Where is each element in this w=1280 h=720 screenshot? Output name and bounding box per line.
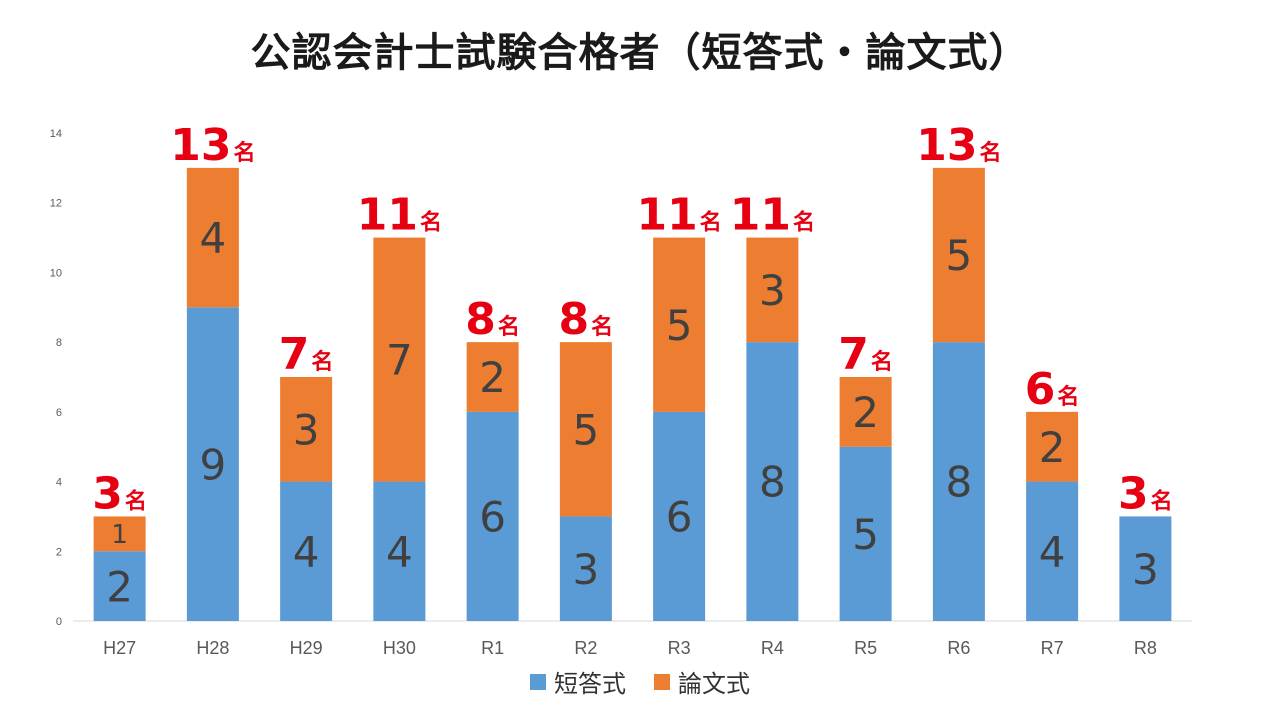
bar-segment-ronbun (186, 167, 239, 308)
data-label: 2 (852, 388, 879, 437)
data-label: 6 (479, 493, 506, 542)
legend-item: 論文式 (654, 664, 750, 699)
data-label: 4 (200, 214, 227, 263)
x-tick-label: H28 (196, 638, 229, 658)
legend-label: 短答式 (554, 670, 626, 698)
x-tick-label: H29 (290, 638, 323, 658)
y-tick-label: 0 (56, 616, 62, 628)
x-tick-label: R2 (574, 638, 597, 658)
total-label: 3名 (1118, 468, 1173, 519)
data-label: 3 (573, 545, 600, 594)
bar-segment-tanto (280, 481, 333, 621)
x-tick-label: R5 (854, 638, 877, 658)
y-tick-label: 2 (56, 546, 62, 558)
bar-segment-ronbun (93, 516, 146, 552)
x-tick-label: R4 (761, 638, 784, 658)
data-label: 2 (106, 562, 133, 611)
x-tick-label: R8 (1134, 638, 1157, 658)
total-label: 11名 (730, 190, 815, 241)
data-label: 7 (386, 336, 413, 385)
x-tick-label: R7 (1041, 638, 1064, 658)
bar-segment-ronbun (559, 342, 612, 517)
legend: 短答式 論文式 (0, 664, 1280, 699)
total-label: 6名 (1025, 364, 1080, 415)
x-tick-label: R6 (947, 638, 970, 658)
data-label: 5 (852, 510, 879, 559)
bar-segment-tanto (746, 342, 799, 621)
bar-segment-ronbun (839, 377, 892, 447)
bar-segment-tanto (186, 307, 239, 621)
data-label: 4 (293, 527, 320, 576)
total-label: 11名 (357, 190, 442, 241)
y-tick-label: 14 (50, 128, 62, 140)
y-tick-label: 12 (50, 198, 62, 210)
bar-segment-tanto (1026, 481, 1079, 621)
total-label: 13名 (170, 120, 255, 171)
data-label: 5 (573, 405, 600, 454)
bar-segment-ronbun (653, 237, 706, 412)
y-tick-label: 10 (50, 267, 62, 279)
bar-segment-tanto (653, 411, 706, 621)
total-label: 3名 (92, 468, 147, 519)
legend-label: 論文式 (678, 670, 750, 698)
y-tick-label: 4 (56, 477, 62, 489)
bar-segment-tanto (559, 516, 612, 621)
bar-segment-tanto (93, 551, 146, 621)
data-label: 2 (1039, 423, 1066, 472)
x-tick-label: H30 (383, 638, 416, 658)
data-label: 3 (759, 266, 786, 315)
data-label: 4 (386, 527, 413, 576)
data-label: 9 (200, 440, 227, 489)
bar-segment-tanto (1119, 516, 1172, 621)
total-label: 7名 (838, 329, 893, 380)
total-label: 7名 (279, 329, 334, 380)
bar-segment-tanto (839, 446, 892, 621)
y-tick-label: 6 (56, 407, 62, 419)
data-label: 5 (666, 301, 693, 350)
y-tick-label: 8 (56, 337, 62, 349)
bar-segment-ronbun (932, 167, 985, 343)
total-label: 8名 (559, 294, 614, 345)
data-label: 3 (1132, 545, 1159, 594)
bar-segment-ronbun (280, 377, 333, 482)
bar-segment-ronbun (466, 342, 519, 412)
total-label: 13名 (916, 120, 1001, 171)
data-label: 4 (1039, 527, 1066, 576)
legend-swatch (530, 673, 546, 690)
legend-swatch (654, 673, 670, 690)
data-label: 3 (293, 405, 320, 454)
data-label: 6 (666, 493, 693, 542)
data-label: 8 (946, 458, 973, 507)
bar-segment-ronbun (373, 237, 426, 482)
chart-title: 公認会計士試験合格者（短答式・論文式） (250, 30, 1030, 76)
total-label: 8名 (465, 294, 520, 345)
x-tick-label: R3 (668, 638, 691, 658)
bar-segment-tanto (373, 481, 426, 621)
data-label: 1 (111, 520, 128, 550)
data-label: 5 (946, 231, 973, 280)
bar-segment-tanto (466, 411, 519, 621)
bar-segment-ronbun (1026, 411, 1079, 482)
total-label: 11名 (637, 190, 722, 241)
data-label: 2 (479, 353, 506, 402)
legend-item: 短答式 (530, 664, 626, 699)
data-label: 8 (759, 458, 786, 507)
bar-segment-tanto (932, 342, 985, 621)
x-tick-label: R1 (481, 638, 504, 658)
x-tick-label: H27 (103, 638, 136, 658)
bar-segment-ronbun (746, 237, 799, 343)
